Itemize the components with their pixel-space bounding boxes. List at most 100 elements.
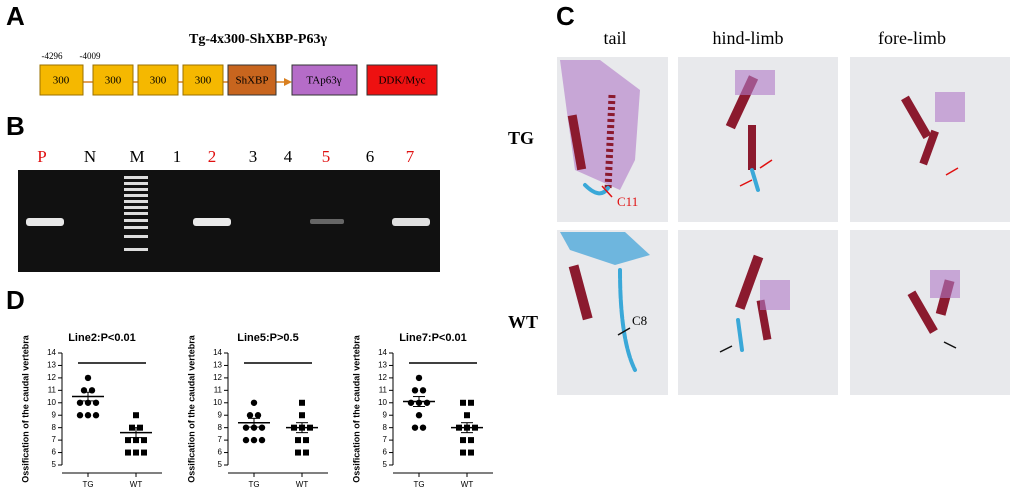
y-tick-label: 12 — [47, 373, 56, 382]
lane-label: 1 — [173, 147, 182, 166]
y-tick-label: 8 — [218, 423, 223, 432]
ladder-band — [124, 200, 148, 203]
y-tick-label: 11 — [214, 385, 223, 394]
column-label: fore-limb — [878, 28, 946, 48]
data-point — [303, 449, 309, 456]
row-label: TG — [508, 128, 534, 148]
data-point — [411, 387, 419, 394]
element-box — [366, 64, 438, 96]
element-box — [92, 64, 134, 96]
data-point — [299, 399, 305, 406]
data-point — [460, 449, 466, 456]
data-point — [415, 374, 423, 382]
arrow — [945, 167, 959, 176]
y-tick-label: 12 — [378, 373, 387, 382]
element-box — [227, 64, 277, 96]
data-point — [133, 437, 139, 444]
data-point — [250, 436, 258, 444]
data-point — [407, 399, 415, 406]
data-point — [423, 399, 431, 406]
data-point — [258, 424, 266, 431]
data-point — [299, 412, 305, 419]
y-tick-label: 12 — [213, 373, 222, 382]
data-point — [76, 412, 84, 419]
data-point — [295, 449, 301, 456]
y-tick-label: 9 — [218, 410, 223, 419]
y-tick-label: 13 — [378, 361, 387, 370]
y-tick-label: 5 — [52, 460, 57, 469]
data-point — [468, 449, 474, 456]
column-label: tail — [604, 28, 627, 48]
data-point — [125, 437, 131, 444]
y-tick-label: 6 — [218, 448, 223, 457]
y-tick-label: 9 — [383, 410, 388, 419]
data-point — [133, 449, 139, 456]
data-point — [419, 424, 427, 431]
data-point — [125, 449, 131, 456]
data-point — [242, 436, 250, 444]
y-tick-label: 9 — [52, 410, 57, 419]
construct-title: Tg-4x300-ShXBP-P63γ — [189, 32, 327, 47]
x-tick-label: TG — [248, 480, 259, 489]
element-box — [182, 64, 224, 96]
arrow — [601, 185, 613, 198]
element-label: 300 — [195, 75, 212, 87]
lane-label: 2 — [208, 147, 217, 166]
y-tick-label: 14 — [213, 348, 222, 357]
data-point — [141, 437, 147, 444]
ladder-band — [124, 188, 148, 191]
data-point — [295, 437, 301, 444]
data-point — [460, 437, 466, 444]
data-point — [468, 399, 474, 406]
data-point — [242, 424, 250, 431]
data-point — [246, 412, 254, 419]
element-label: 300 — [150, 75, 167, 87]
ladder-band — [124, 176, 148, 179]
x-tick-label: TG — [82, 480, 93, 489]
panel-label: B — [6, 111, 25, 141]
element-box — [137, 64, 179, 96]
element-label: ShXBP — [235, 75, 268, 87]
row-label: WT — [508, 312, 538, 332]
lane-label: 5 — [322, 147, 331, 166]
data-point — [258, 436, 266, 444]
arrow — [719, 345, 733, 353]
y-tick-label: 13 — [47, 361, 56, 370]
gel-band — [193, 218, 231, 226]
ladder-band — [124, 212, 148, 215]
y-tick-label: 5 — [383, 460, 388, 469]
data-point — [84, 374, 92, 382]
data-point — [84, 412, 92, 419]
chart-title: Line5:P>0.5 — [237, 332, 298, 344]
panel-label: D — [6, 285, 25, 315]
lane-label: P — [37, 147, 46, 166]
element-box — [291, 64, 358, 96]
lane-label: 6 — [366, 147, 375, 166]
y-tick-label: 10 — [213, 398, 222, 407]
element-box — [39, 64, 84, 96]
data-point — [92, 399, 100, 406]
data-point — [415, 412, 423, 419]
element-label: 300 — [105, 75, 122, 87]
data-point — [250, 424, 258, 431]
annotation: C8 — [632, 313, 647, 328]
y-tick-label: 11 — [48, 385, 57, 394]
data-point — [468, 437, 474, 444]
chart-title: Line7:P<0.01 — [399, 332, 467, 344]
x-tick-label: WT — [130, 480, 143, 489]
data-point — [303, 437, 309, 444]
y-tick-label: 11 — [379, 385, 388, 394]
photo — [678, 230, 838, 395]
data-point — [411, 424, 419, 431]
data-point — [460, 399, 466, 406]
y-tick-label: 14 — [47, 348, 56, 357]
gel-band — [26, 218, 64, 226]
lane-label: 7 — [406, 147, 415, 166]
y-tick-label: 14 — [378, 348, 387, 357]
lane-label: N — [84, 147, 96, 166]
data-point — [76, 399, 84, 406]
lane-label: 3 — [249, 147, 258, 166]
gel-band — [392, 218, 430, 226]
ladder-band — [124, 235, 148, 238]
